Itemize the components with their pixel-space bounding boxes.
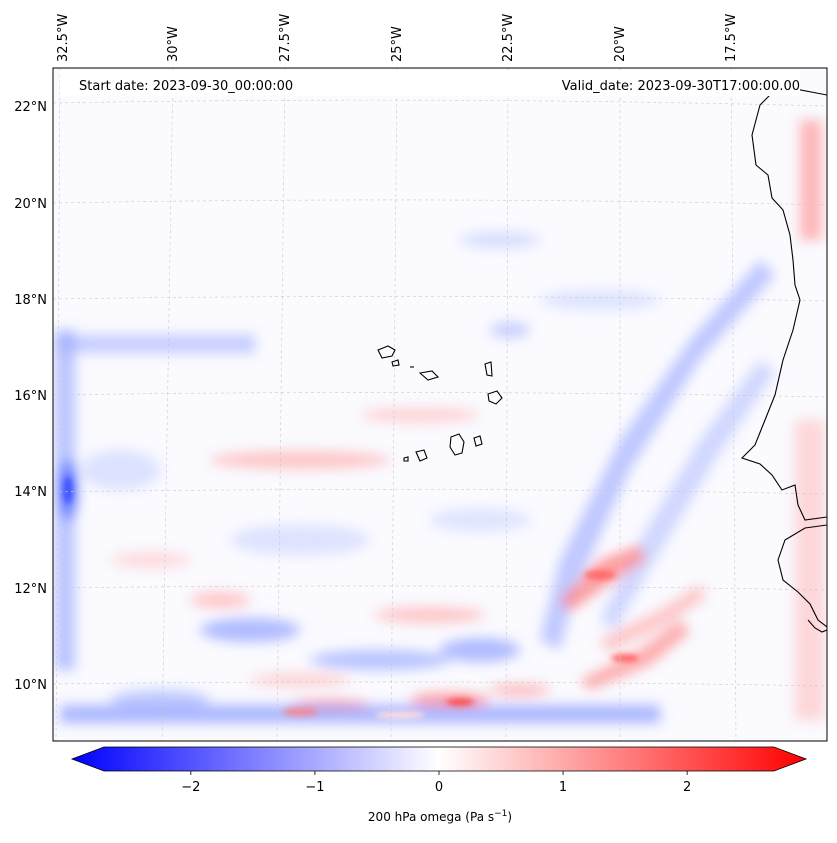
african-coastline	[740, 87, 827, 521]
latitude-labels: 22°N 20°N 18°N 16°N 14°N 12°N 10°N	[14, 100, 47, 693]
header-background	[60, 70, 800, 96]
cape-verde-islands	[377, 345, 503, 462]
lon-label: 17.5°W	[724, 14, 739, 62]
lon-label: 30°W	[166, 26, 181, 62]
graticule	[53, 68, 827, 741]
start-date-label: Start date: 2023-09-30_00:00:00	[79, 79, 293, 94]
colorbar-gradient	[72, 747, 806, 771]
lat-label: 14°N	[14, 485, 47, 500]
colorbar-tick-label: −1	[305, 780, 324, 795]
lat-label: 10°N	[14, 678, 47, 693]
island-coast	[807, 619, 827, 633]
valid-date-label: Valid_date: 2023-09-30T17:00:00.00	[562, 79, 800, 94]
map-plot-area: Start date: 2023-09-30_00:00:00 Valid_da…	[53, 68, 827, 741]
lat-label: 22°N	[14, 100, 47, 115]
colorbar: −2 −1 0 1 2 200 hPa omega (Pa s−1)	[70, 746, 808, 824]
colorbar-tick-label: −2	[181, 780, 200, 795]
omega-field-detail	[63, 476, 639, 719]
colorbar-tick-label: 0	[435, 780, 443, 795]
lat-label: 12°N	[14, 582, 47, 597]
colorbar-ticks: −2 −1 0 1 2	[181, 771, 691, 795]
colorbar-tick-label: 2	[683, 780, 691, 795]
colorbar-tick-label: 1	[559, 780, 567, 795]
lon-label: 25°W	[390, 26, 405, 62]
map-frame	[52, 67, 828, 742]
lon-label: 32.5°W	[56, 14, 71, 62]
lon-label: 22.5°W	[501, 14, 516, 62]
lat-label: 18°N	[14, 293, 47, 308]
lat-label: 16°N	[14, 389, 47, 404]
lon-label: 27.5°W	[278, 14, 293, 62]
longitude-labels: 32.5°W 30°W 27.5°W 25°W 22.5°W 20°W 17.5…	[56, 14, 739, 62]
colorbar-label: 200 hPa omega (Pa s−1)	[368, 809, 512, 824]
lat-label: 20°N	[14, 197, 47, 212]
lon-label: 20°W	[613, 26, 628, 62]
colorbar-outline	[70, 746, 808, 772]
map-background	[53, 68, 827, 741]
coastline-south	[777, 524, 827, 628]
